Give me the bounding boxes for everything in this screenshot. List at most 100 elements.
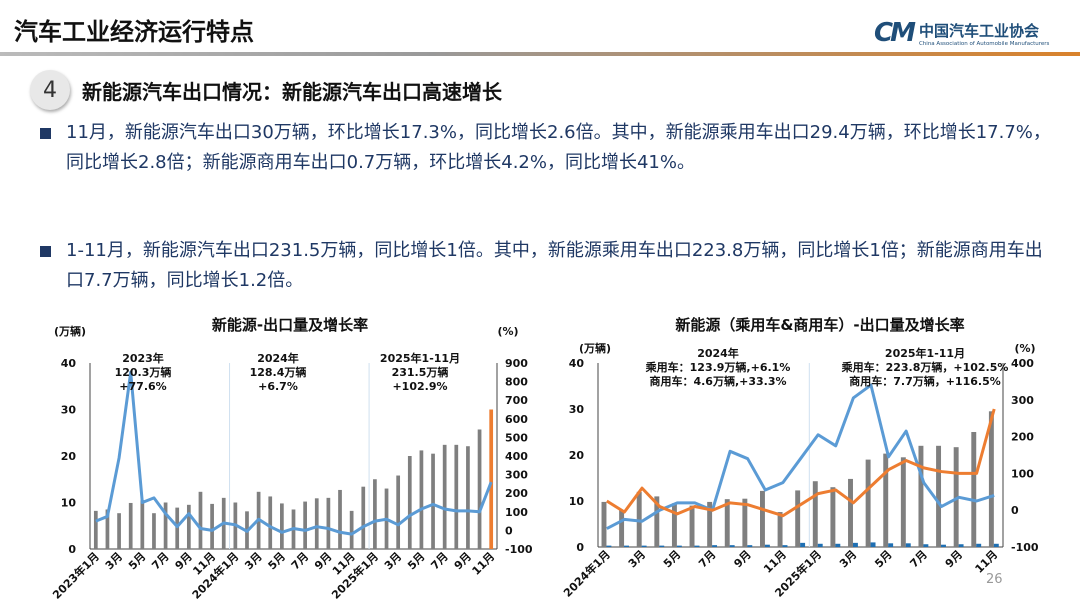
y2-axis-unit: (%)	[1014, 342, 1035, 355]
export-bar	[210, 503, 214, 549]
y2-tick-label: 900	[505, 357, 528, 370]
export-bar	[454, 444, 459, 549]
export-bar	[349, 510, 354, 549]
export-bar	[152, 513, 156, 549]
y2-tick-label: 600	[505, 413, 528, 426]
x-tick-label: 11月	[470, 550, 498, 578]
export-bar	[830, 487, 836, 547]
slide-title: 汽车工业经济运行特点	[14, 18, 254, 46]
y2-tick-label: 500	[505, 431, 528, 444]
x-tick-label: 2023年1月	[49, 549, 102, 602]
chart-annotation: 231.5万辆	[392, 365, 449, 379]
y2-tick-label: 400	[1011, 357, 1034, 370]
export-bar	[163, 502, 168, 549]
chart-annotation: 2025年1-11月	[885, 346, 965, 360]
y-tick-label: 30	[61, 404, 77, 417]
bullet-text: 11月，新能源汽车出口30万辆，环比增长17.3%，同比增长2.6倍。其中，新能…	[66, 122, 1051, 173]
y-tick-label: 40	[569, 357, 585, 370]
export-bar	[419, 450, 424, 549]
export-bar	[128, 502, 133, 549]
commercial-bar	[888, 543, 894, 547]
y2-tick-label: 300	[1011, 394, 1034, 407]
export-bar	[466, 446, 470, 549]
export-bar	[314, 498, 319, 549]
x-tick-label: 5月	[872, 548, 894, 570]
commercial-bar	[782, 545, 788, 547]
export-bar	[338, 489, 342, 549]
export-bar	[140, 500, 145, 549]
y2-tick-label: -100	[1011, 541, 1039, 554]
y2-tick-label: 100	[1011, 467, 1034, 480]
y2-tick-label: 700	[505, 394, 528, 407]
commercial-bar	[835, 543, 841, 547]
export-bar	[654, 496, 660, 547]
y-tick-label: 40	[61, 357, 77, 370]
growth-rate-line-blue	[95, 370, 493, 536]
y2-tick-label: 200	[1011, 431, 1034, 444]
chart-annotation: +102.9%	[392, 380, 447, 393]
x-tick-label: 2024年1月	[560, 547, 613, 600]
commercial-bar	[852, 542, 858, 547]
export-bar	[918, 445, 924, 547]
y-tick-label: 0	[68, 543, 76, 556]
x-tick-label: 7月	[907, 548, 929, 570]
section-heading: 新能源汽车出口情况：新能源汽车出口高速增长	[82, 79, 502, 104]
export-bar	[489, 409, 494, 549]
export-bar	[936, 445, 942, 547]
commercial-bar	[712, 545, 718, 547]
chart-annotation: 120.3万辆	[115, 365, 172, 379]
logo-name-en: China Association of Automobile Manufact…	[918, 40, 1050, 47]
export-bar	[477, 429, 482, 549]
x-tick-label: 7月	[696, 548, 718, 570]
x-tick-label: 7月	[149, 550, 171, 572]
export-bar	[760, 490, 765, 547]
x-tick-label: 3月	[626, 548, 648, 570]
chart-annotation: 2024年	[697, 346, 739, 360]
y-tick-label: 0	[576, 541, 584, 554]
export-bar	[198, 491, 203, 549]
export-bar	[812, 481, 818, 547]
export-bar	[105, 509, 110, 549]
export-bar	[848, 478, 853, 547]
export-bar	[742, 498, 748, 547]
export-bar	[280, 503, 284, 549]
export-bar	[175, 507, 180, 549]
export-bar	[407, 456, 412, 549]
export-bar	[373, 479, 377, 549]
chart-annotation: 乘用车：223.8万辆，+102.5%	[841, 360, 1009, 374]
commercial-bar	[676, 545, 682, 547]
bullet-square-icon	[40, 128, 51, 139]
export-bar	[689, 505, 695, 547]
export-bar	[795, 490, 801, 547]
y2-tick-label: 800	[505, 376, 528, 389]
export-bar	[326, 497, 331, 549]
y-tick-label: 20	[569, 449, 585, 462]
x-tick-label: 5月	[266, 550, 288, 572]
export-bar	[361, 486, 366, 549]
export-bar	[900, 457, 906, 547]
logo: CM 中国汽车工业协会 China Association of Automob…	[874, 18, 1049, 48]
chart-annotation: +77.6%	[119, 380, 166, 393]
y-tick-label: 30	[569, 403, 585, 416]
y2-tick-label: 0	[505, 524, 513, 537]
commercial-bar	[800, 542, 806, 547]
commercial-bar	[817, 543, 823, 547]
x-tick-label: 9月	[943, 548, 965, 570]
export-bar	[636, 491, 642, 547]
commercial-bar	[606, 545, 612, 547]
export-bar	[117, 513, 121, 549]
x-tick-label: 3月	[837, 548, 859, 570]
y2-tick-label: 200	[505, 487, 528, 500]
bullet-item: 11月，新能源汽车出口30万辆，环比增长17.3%，同比增长2.6倍。其中，新能…	[40, 118, 1060, 178]
x-tick-label: 7月	[428, 550, 450, 572]
chart-annotation: 乘用车：123.9万辆,+6.1%	[645, 360, 791, 374]
y-axis-unit: (万辆)	[54, 324, 86, 338]
chart-annotation: 2024年	[257, 351, 299, 365]
commercial-bar	[659, 545, 665, 547]
x-tick-label: 7月	[289, 550, 311, 572]
commercial-bar	[764, 544, 770, 547]
export-bar	[601, 501, 607, 547]
section-header: 4 新能源汽车出口情况：新能源汽车出口高速增长	[30, 70, 502, 110]
growth-rate-line-orange	[606, 408, 996, 518]
